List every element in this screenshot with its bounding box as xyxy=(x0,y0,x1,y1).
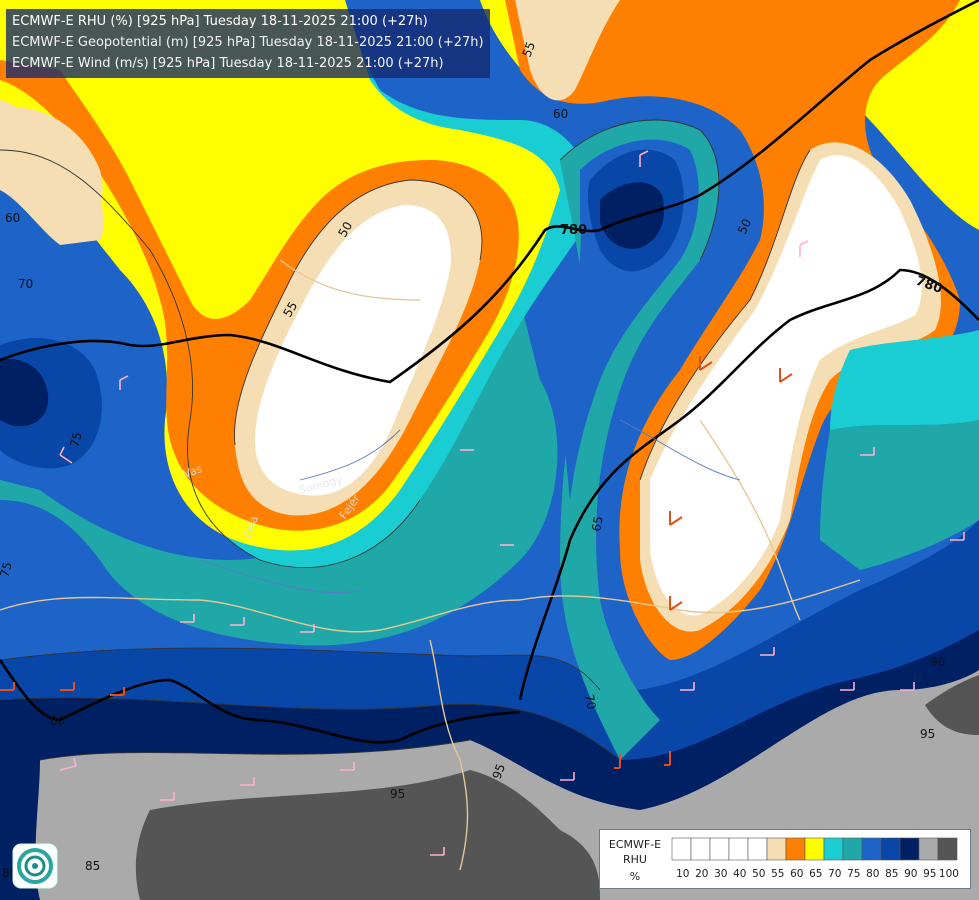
rh-label: 55 xyxy=(280,299,300,319)
legend-tick-label: 10 xyxy=(676,868,690,880)
legend-tick-label: 80 xyxy=(866,868,880,880)
rh-fill-90-west xyxy=(0,359,49,427)
legend-swatch xyxy=(842,837,863,861)
legend-tick-label: 55 xyxy=(771,868,785,880)
rh-fill-55-nw xyxy=(0,107,103,223)
rh-label: 50 xyxy=(735,217,754,237)
legend-swatch xyxy=(937,837,958,861)
rh-fill-90-centre xyxy=(600,182,664,249)
rh-label: 50 xyxy=(335,219,355,239)
legend-swatch xyxy=(728,837,749,861)
rh-label: 85 xyxy=(85,859,100,873)
legend-unit: % xyxy=(629,870,641,883)
legend-colorbar xyxy=(671,837,958,861)
legend-model: ECMWF-E xyxy=(608,838,662,851)
rh-fill-70-east xyxy=(830,330,979,430)
rh-label: 95 xyxy=(390,787,405,801)
rh-label: 80 xyxy=(50,714,65,728)
legend-tick-label: 90 xyxy=(904,868,918,880)
legend: ECMWF-E RHU % 10 20 30 40 50 55 60 65 70 75 80 85 90… xyxy=(599,829,971,889)
rh-label: 75 xyxy=(0,560,15,578)
title-wind: ECMWF-E Wind (m/s) [925 hPa] Tuesday 18-… xyxy=(12,56,444,71)
rh-label: 65 xyxy=(589,515,605,532)
country-borders xyxy=(0,259,861,871)
rh-fill-100-east xyxy=(925,675,979,735)
geopotential-south-line xyxy=(0,659,521,744)
legend-tick-label: 50 xyxy=(752,868,766,880)
rh-label: 75 xyxy=(67,430,84,448)
geopotential-780-line-east xyxy=(518,268,979,701)
legend-swatch xyxy=(766,837,787,861)
rh-label: 60 xyxy=(5,211,20,225)
rh-label: 70 xyxy=(582,693,598,710)
rh-fill-100 xyxy=(135,770,601,900)
rh-fill-75-east xyxy=(820,420,979,570)
legend-tick-label: 30 xyxy=(714,868,728,880)
rh-fill-50-east xyxy=(650,155,922,616)
wind-barbs-strong xyxy=(0,356,793,769)
legend-swatch xyxy=(690,837,711,861)
geopotential-780-line xyxy=(0,0,979,384)
rivers xyxy=(199,419,741,594)
rh-label: 90 xyxy=(930,655,945,669)
legend-tick-label: 75 xyxy=(847,868,861,880)
legend-swatch xyxy=(709,837,730,861)
title-geopotential: ECMWF-E Geopotential (m) [925 hPa] Tuesd… xyxy=(12,35,484,50)
legend-swatch xyxy=(899,837,920,861)
legend-tick-label: 60 xyxy=(790,868,804,880)
legend-swatch xyxy=(747,837,768,861)
legend-tick-label: 20 xyxy=(695,868,709,880)
legend-variable: RHU xyxy=(623,853,647,866)
geopotential-label: 780 xyxy=(560,223,587,238)
rh-fill-50-core xyxy=(255,205,451,496)
rh-label: 60 xyxy=(553,107,568,121)
legend-swatch xyxy=(918,837,939,861)
legend-tick-label: 95 xyxy=(923,868,937,880)
legend-tick-label: 70 xyxy=(828,868,842,880)
place-label: Vas xyxy=(182,462,205,481)
legend-swatch xyxy=(804,837,825,861)
rh-fill-75-west xyxy=(0,300,558,646)
legend-swatch xyxy=(785,837,806,861)
map-title-box: ECMWF-E RHU (%) [925 hPa] Tuesday 18-11-… xyxy=(6,9,490,78)
legend-tick-label: 85 xyxy=(885,868,899,880)
legend-swatch xyxy=(861,837,882,861)
rh-contours xyxy=(0,119,811,761)
rh-fill-55-top xyxy=(515,0,620,101)
rh-label: 95 xyxy=(490,762,508,781)
legend-tick-label: 65 xyxy=(809,868,823,880)
legend-tick-label: 100 xyxy=(938,868,959,880)
title-rhu: ECMWF-E RHU (%) [925 hPa] Tuesday 18-11-… xyxy=(12,14,428,29)
legend-swatch xyxy=(823,837,844,861)
wind-barbs xyxy=(59,150,965,856)
legend-tick-label: 40 xyxy=(733,868,747,880)
rh-label: 55 xyxy=(520,40,538,59)
legend-swatch xyxy=(880,837,901,861)
legend-swatch xyxy=(671,837,692,861)
rh-label: 95 xyxy=(920,727,935,741)
meteo-swirl-logo-icon xyxy=(12,843,58,889)
rh-label: 70 xyxy=(18,277,33,291)
